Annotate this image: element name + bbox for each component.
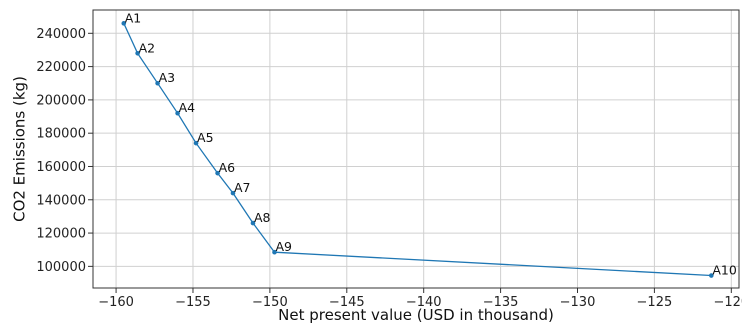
point-label: A3 xyxy=(159,70,176,85)
data-point xyxy=(193,140,199,146)
y-tick-label: 140000 xyxy=(36,193,86,208)
x-tick-label: −140 xyxy=(406,295,442,310)
y-tick-label: 180000 xyxy=(36,127,86,142)
data-points xyxy=(121,21,714,278)
plot-frame xyxy=(92,9,740,289)
point-label: A1 xyxy=(125,10,142,25)
grid xyxy=(93,10,739,288)
point-label: A9 xyxy=(275,239,292,254)
x-tick-label: −145 xyxy=(329,295,365,310)
point-label: A8 xyxy=(254,210,271,225)
x-tick-label: −125 xyxy=(637,295,673,310)
data-point xyxy=(230,190,236,196)
x-tick-label: −135 xyxy=(483,295,519,310)
data-point xyxy=(250,220,256,226)
x-tick-label: −155 xyxy=(175,295,211,310)
data-point xyxy=(135,50,140,56)
point-label: A7 xyxy=(234,180,251,195)
y-tick-label: 100000 xyxy=(36,260,86,275)
x-axis-title: Net present value (USD in thousand) xyxy=(278,306,554,324)
point-label: A10 xyxy=(712,263,737,278)
x-axis: −160 −155 −150 −145 −140 −135 −130 −125 −120 xyxy=(98,288,742,310)
point-label: A6 xyxy=(219,160,236,175)
x-tick-label: −130 xyxy=(560,295,596,310)
x-tick-label: −120 xyxy=(713,295,742,310)
data-point xyxy=(709,273,714,278)
y-tick-label: 200000 xyxy=(36,93,86,108)
series-line xyxy=(123,23,712,277)
point-label: A4 xyxy=(179,100,196,115)
y-tick-label: 240000 xyxy=(36,27,86,42)
y-tick-label: 220000 xyxy=(36,60,86,75)
y-axis: 100000 120000 140000 160000 180000 200000 2200… xyxy=(36,27,93,275)
x-tick-label: −150 xyxy=(252,295,288,310)
data-point xyxy=(155,80,160,86)
y-axis-title: CO2 Emissions (kg) xyxy=(10,76,28,222)
data-point xyxy=(175,110,180,116)
point-label: A2 xyxy=(139,40,156,55)
y-tick-label: 120000 xyxy=(36,227,86,242)
data-point xyxy=(272,249,277,255)
point-label: A5 xyxy=(197,130,214,145)
x-tick-label: −160 xyxy=(98,295,134,310)
data-point xyxy=(215,170,220,176)
y-tick-label: 160000 xyxy=(36,160,86,175)
data-point xyxy=(121,21,127,26)
